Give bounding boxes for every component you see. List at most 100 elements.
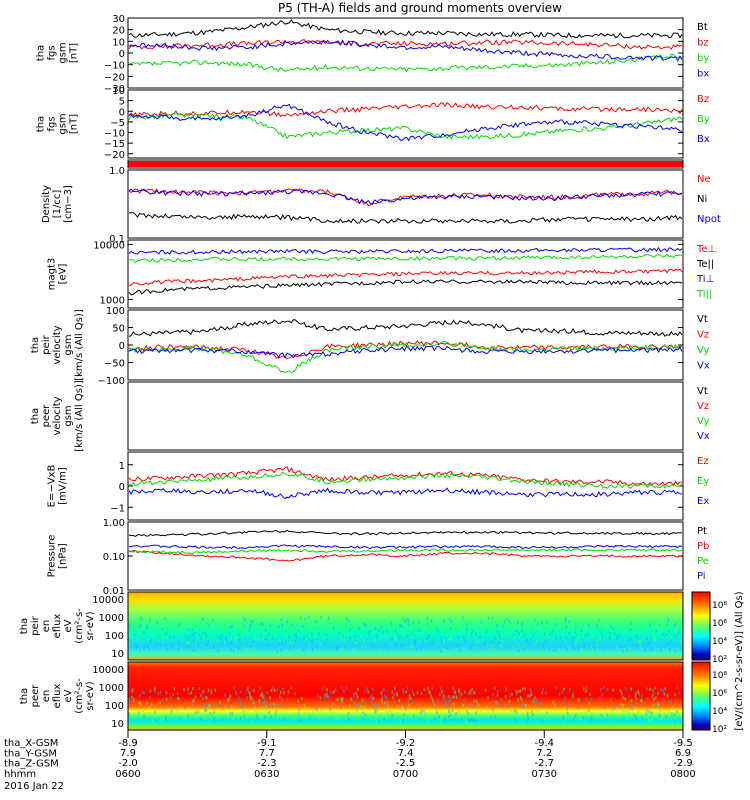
- y-tick-label: 1000: [99, 683, 124, 694]
- legend-entry: By: [697, 114, 710, 125]
- y-tick-label: −100: [98, 376, 125, 387]
- legend-entry: Bz: [697, 94, 709, 105]
- series-line-Ni: [128, 212, 683, 224]
- y-tick-label: 10: [111, 649, 124, 660]
- y-axis-label: gsm: [63, 334, 74, 355]
- series-line-bz: [128, 39, 683, 51]
- y-axis-label: [nT]: [69, 43, 80, 63]
- y-tick-label: 30: [112, 14, 125, 25]
- series-line-Ne: [128, 188, 683, 207]
- legend-entry: Ne: [697, 174, 711, 185]
- y-axis-label: tha: [36, 116, 47, 132]
- y-gsm-label: 7.7: [259, 748, 275, 759]
- row-label: tha_Y-GSM: [4, 748, 57, 759]
- legend-entry: Ez: [697, 456, 709, 467]
- spectrogram-texture: [128, 615, 683, 653]
- y-tick-label: 20: [112, 26, 125, 37]
- y-tick-label: −50: [104, 359, 125, 370]
- y-tick-label: −20: [104, 150, 125, 161]
- y-axis-label: [km/s (All Qs)]: [74, 380, 85, 452]
- colorbar-tick: 10⁴: [712, 637, 727, 647]
- y-axis-label: sr-eV): [85, 611, 96, 640]
- colorbar: [691, 661, 711, 731]
- y-axis-label: magt3: [47, 258, 58, 291]
- time-label: 0630: [254, 769, 279, 780]
- y-axis-label: en: [41, 620, 52, 633]
- legend-entry: Ex: [697, 496, 709, 507]
- panel-frame: [127, 451, 684, 521]
- y-axis-label: fgs: [47, 45, 58, 60]
- series-line-Vt: [128, 319, 683, 337]
- y-axis-label: peir: [41, 334, 52, 354]
- y-tick-label: −30: [104, 84, 125, 95]
- y-axis-label: peer: [30, 684, 41, 708]
- y-tick-label: 10000: [92, 665, 124, 676]
- y-axis-label: gsm: [58, 42, 69, 63]
- x-gsm-label: -9.4: [534, 738, 554, 749]
- series-line-Bx: [128, 103, 683, 142]
- y-axis-label: eflux: [52, 614, 63, 639]
- panel-7: [127, 451, 684, 521]
- legend-entry: Bx: [697, 134, 710, 145]
- y-tick-label: 0.01: [103, 586, 125, 597]
- y-axis-label: [cm−3]: [63, 185, 74, 223]
- quality-flag-bar: [128, 161, 683, 167]
- legend-entry: Vt: [697, 386, 708, 397]
- y-tick-label: 1000: [100, 295, 125, 306]
- y-tick-label: 1: [119, 461, 125, 472]
- legend-entry: Vx: [697, 431, 710, 442]
- colorbar-label: [eV/(cm^2-s-sr-eV)] (All Qs): [734, 591, 745, 730]
- panel-3: [127, 169, 684, 239]
- y-axis-label: eV: [63, 689, 74, 702]
- y-tick-label: 5: [119, 97, 125, 108]
- y-axis-label: tha: [30, 337, 41, 353]
- y-tick-label: 0: [119, 482, 125, 493]
- y-axis-label: peir: [30, 615, 41, 635]
- series-line-Pi: [128, 544, 683, 550]
- y-tick-label: 10: [111, 719, 124, 730]
- date-label: 2016 Jan 22: [4, 781, 64, 792]
- y-axis-label: fgs: [47, 116, 58, 131]
- series-line-Vx: [128, 345, 683, 359]
- y-axis-label: E=−VxB: [47, 465, 58, 508]
- y-tick-label: 0: [119, 107, 125, 118]
- y-tick-label: 100: [106, 306, 125, 317]
- legend-entry: Pb: [697, 541, 709, 552]
- legend-entry: Pt: [697, 526, 707, 537]
- series-line-Ti⊥: [128, 246, 683, 255]
- series-line-Pb: [128, 549, 683, 562]
- legend-entry: by: [697, 53, 709, 64]
- z-gsm-label: -2.9: [673, 758, 693, 769]
- y-tick-label: −20: [104, 72, 125, 83]
- y-tick-label: 1.0: [109, 166, 125, 177]
- panel-frame: [127, 591, 684, 661]
- legend-entry: Ti⊥: [696, 274, 714, 285]
- series-line-Te||: [128, 279, 683, 296]
- row-label: tha_X-GSM: [4, 738, 58, 749]
- series-line-Te⊥: [128, 268, 683, 286]
- y-axis-label: (cm²-s-: [74, 608, 85, 644]
- z-gsm-label: -2.7: [534, 758, 554, 769]
- y-axis-label: tha: [19, 688, 30, 704]
- panel-10: [127, 661, 684, 731]
- series-line-Ez: [128, 466, 683, 487]
- legend-entry: Vy: [697, 416, 710, 427]
- y-axis-label: tha: [19, 618, 30, 634]
- y-tick-label: −15: [104, 139, 125, 150]
- y-axis-label: [mV/m]: [58, 467, 69, 505]
- legend-entry: Te||: [696, 259, 714, 270]
- y-axis-label: tha: [30, 408, 41, 424]
- y-axis-label: sr-eV): [85, 681, 96, 710]
- panel-1: [127, 89, 684, 159]
- series-line-by: [128, 53, 683, 73]
- x-gsm-label: -9.2: [396, 738, 416, 749]
- y-axis-label: peer: [41, 404, 52, 428]
- y-tick-label: −10: [104, 61, 125, 72]
- legend-entry: Te⊥: [696, 244, 716, 255]
- y-axis-label: [km/s (All Qs)]: [74, 309, 85, 381]
- colorbar-tick: 10⁶: [712, 689, 727, 699]
- time-label: 0700: [393, 769, 418, 780]
- row-label: hhmm: [4, 769, 36, 780]
- legend-entry: Bt: [697, 22, 708, 33]
